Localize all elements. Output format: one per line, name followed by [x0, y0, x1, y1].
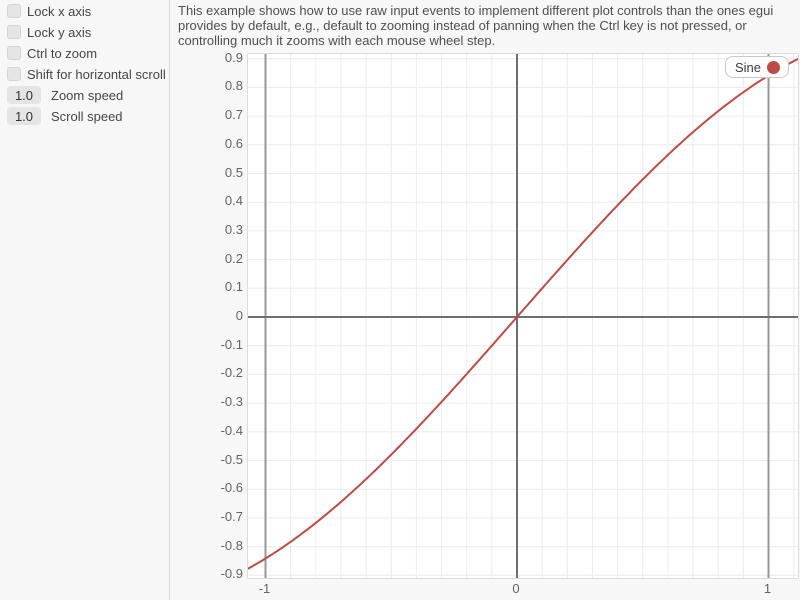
lock-x-axis-checkbox[interactable]: [7, 4, 21, 18]
y-tick-label: -0.1: [220, 336, 243, 352]
y-tick-label: -0.3: [220, 394, 243, 410]
y-tick-label: -0.6: [220, 480, 243, 496]
y-tick-label: 0.7: [224, 107, 243, 123]
x-tick-label: 1: [763, 581, 772, 596]
legend[interactable]: Sine: [724, 56, 789, 78]
y-tick-label: 0.1: [224, 279, 243, 295]
lock-y-axis-checkbox[interactable]: [7, 25, 21, 39]
row-lock-y-axis: Lock y axis: [7, 23, 169, 41]
description-line-2: provides by default, e.g., default to zo…: [178, 18, 747, 33]
sine-curve: [248, 57, 798, 570]
plot-area[interactable]: Sine: [247, 53, 799, 579]
y-tick-label: 0.2: [224, 250, 243, 266]
zoom-speed-drag-value[interactable]: 1.0: [7, 86, 41, 104]
y-tick-label: 0.4: [224, 193, 243, 209]
description-line-3: controlling much it zooms with each mous…: [178, 33, 496, 48]
y-tick-label: -0.4: [220, 422, 243, 438]
controls-sidebar: Lock x axis Lock y axis Ctrl to zoom Shi…: [0, 0, 170, 600]
row-shift-horizontal-scroll: Shift for horizontal scroll: [7, 65, 169, 83]
row-ctrl-to-zoom: Ctrl to zoom: [7, 44, 169, 62]
y-tick-label: -0.5: [220, 451, 243, 467]
scroll-speed-drag-value[interactable]: 1.0: [7, 107, 41, 125]
lock-y-axis-label: Lock y axis: [27, 24, 92, 40]
row-scroll-speed: 1.0 Scroll speed: [7, 107, 169, 125]
description-text: This example shows how to use raw input …: [178, 3, 773, 48]
legend-series-color-icon: [767, 60, 780, 74]
shift-horizontal-scroll-label: Shift for horizontal scroll: [27, 66, 166, 82]
y-tick-label: 0.3: [224, 221, 243, 237]
scroll-speed-label: Scroll speed: [51, 108, 123, 124]
zoom-speed-label: Zoom speed: [51, 87, 124, 103]
plot-canvas: [248, 54, 798, 578]
y-tick-label: -0.2: [220, 365, 243, 381]
shift-horizontal-scroll-checkbox[interactable]: [7, 67, 21, 81]
x-tick-label: 0: [512, 581, 520, 596]
x-tick-label: -1: [258, 581, 271, 596]
ctrl-to-zoom-label: Ctrl to zoom: [27, 45, 98, 61]
description-line-1: This example shows how to use raw input …: [178, 3, 774, 18]
y-tick-label: 0.6: [224, 135, 243, 151]
lock-x-axis-label: Lock x axis: [27, 3, 92, 19]
y-tick-label: 0.8: [224, 78, 243, 94]
y-tick-label: -0.9: [220, 566, 243, 582]
y-tick-label: -0.8: [220, 537, 243, 553]
legend-series-label: Sine: [734, 59, 761, 75]
y-tick-label: -0.7: [220, 508, 243, 524]
row-lock-x-axis: Lock x axis: [7, 2, 169, 20]
ctrl-to-zoom-checkbox[interactable]: [7, 46, 21, 60]
row-zoom-speed: 1.0 Zoom speed: [7, 86, 169, 104]
y-tick-label: 0.5: [224, 164, 243, 180]
y-tick-label: 0.9: [224, 49, 243, 65]
y-tick-label: 0: [235, 308, 243, 323]
